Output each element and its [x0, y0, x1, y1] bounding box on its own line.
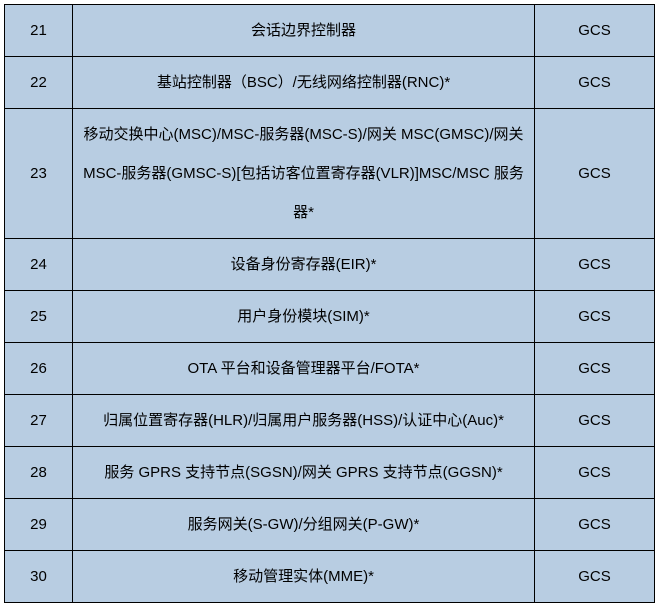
row-number: 27 — [5, 395, 73, 447]
row-code: GCS — [535, 551, 655, 603]
row-number: 21 — [5, 5, 73, 57]
row-description: 设备身份寄存器(EIR)* — [73, 239, 535, 291]
row-description: 基站控制器（BSC）/无线网络控制器(RNC)* — [73, 57, 535, 109]
table-body: 21会话边界控制器GCS22基站控制器（BSC）/无线网络控制器(RNC)*GC… — [5, 5, 655, 603]
row-code: GCS — [535, 343, 655, 395]
table-row: 22基站控制器（BSC）/无线网络控制器(RNC)*GCS — [5, 57, 655, 109]
row-code: GCS — [535, 499, 655, 551]
row-number: 28 — [5, 447, 73, 499]
row-code: GCS — [535, 109, 655, 239]
row-number: 22 — [5, 57, 73, 109]
table-row: 29服务网关(S-GW)/分组网关(P-GW)*GCS — [5, 499, 655, 551]
table-row: 23移动交换中心(MSC)/MSC-服务器(MSC-S)/网关 MSC(GMSC… — [5, 109, 655, 239]
row-description: 会话边界控制器 — [73, 5, 535, 57]
table-row: 21会话边界控制器GCS — [5, 5, 655, 57]
table-row: 27归属位置寄存器(HLR)/归属用户服务器(HSS)/认证中心(Auc)*GC… — [5, 395, 655, 447]
table-row: 24设备身份寄存器(EIR)*GCS — [5, 239, 655, 291]
row-code: GCS — [535, 395, 655, 447]
table-row: 25用户身份模块(SIM)*GCS — [5, 291, 655, 343]
row-description: 归属位置寄存器(HLR)/归属用户服务器(HSS)/认证中心(Auc)* — [73, 395, 535, 447]
row-description: 移动管理实体(MME)* — [73, 551, 535, 603]
table-row: 28服务 GPRS 支持节点(SGSN)/网关 GPRS 支持节点(GGSN)*… — [5, 447, 655, 499]
row-description: 服务网关(S-GW)/分组网关(P-GW)* — [73, 499, 535, 551]
spec-table: 21会话边界控制器GCS22基站控制器（BSC）/无线网络控制器(RNC)*GC… — [4, 4, 655, 603]
table-row: 26OTA 平台和设备管理器平台/FOTA*GCS — [5, 343, 655, 395]
row-number: 30 — [5, 551, 73, 603]
row-description: 用户身份模块(SIM)* — [73, 291, 535, 343]
table-row: 30移动管理实体(MME)*GCS — [5, 551, 655, 603]
row-number: 26 — [5, 343, 73, 395]
row-code: GCS — [535, 239, 655, 291]
row-number: 29 — [5, 499, 73, 551]
row-description: 移动交换中心(MSC)/MSC-服务器(MSC-S)/网关 MSC(GMSC)/… — [73, 109, 535, 239]
row-description: OTA 平台和设备管理器平台/FOTA* — [73, 343, 535, 395]
row-description: 服务 GPRS 支持节点(SGSN)/网关 GPRS 支持节点(GGSN)* — [73, 447, 535, 499]
row-code: GCS — [535, 447, 655, 499]
row-code: GCS — [535, 291, 655, 343]
row-number: 25 — [5, 291, 73, 343]
row-code: GCS — [535, 57, 655, 109]
row-number: 24 — [5, 239, 73, 291]
row-code: GCS — [535, 5, 655, 57]
row-number: 23 — [5, 109, 73, 239]
